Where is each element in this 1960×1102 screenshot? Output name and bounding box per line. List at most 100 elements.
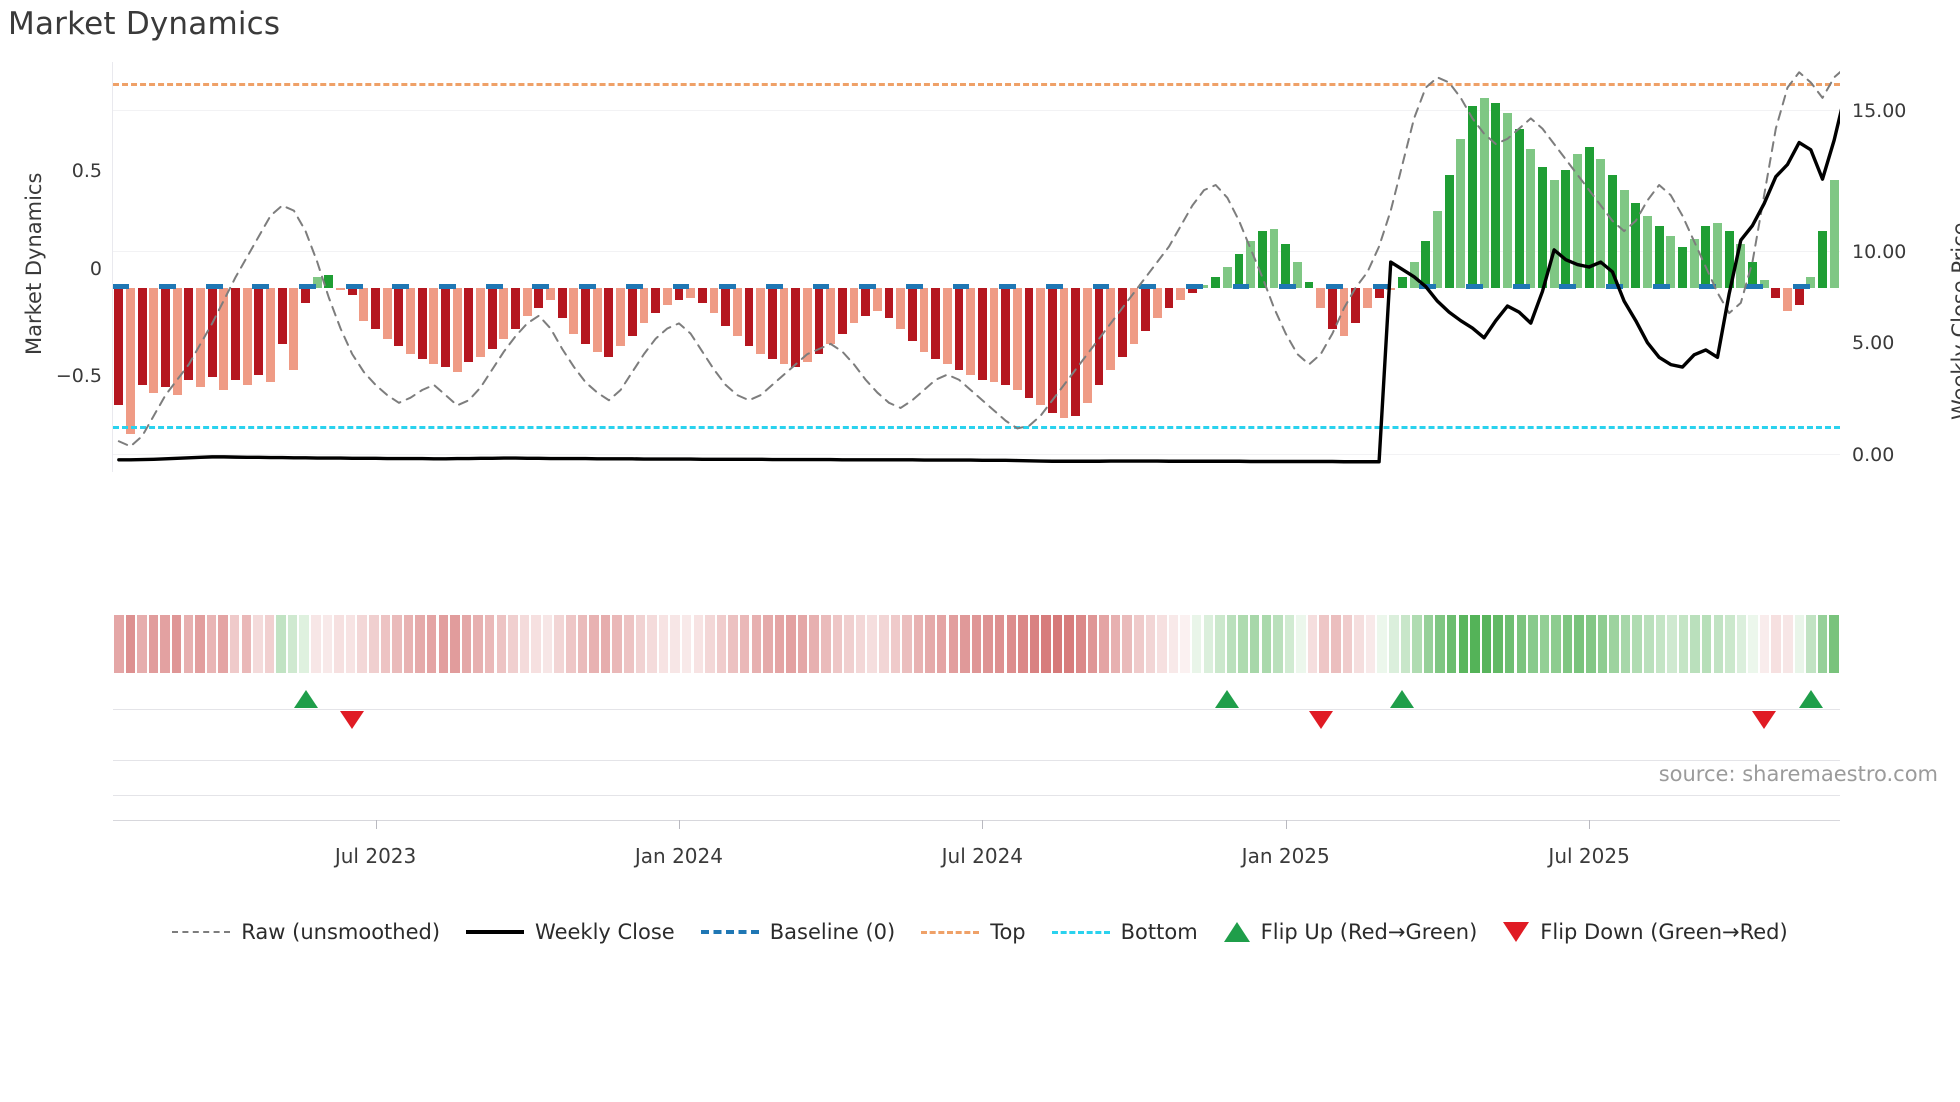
- heatmap-cell: [1354, 615, 1364, 673]
- bar: [1339, 287, 1349, 337]
- heatmap-cell: [1597, 615, 1608, 673]
- heatmap-cell: [612, 615, 622, 673]
- heatmap-cell: [693, 615, 704, 673]
- bar: [791, 287, 801, 367]
- heatmap-cell: [1562, 615, 1573, 673]
- heatmap-cell: [253, 615, 263, 673]
- bar: [744, 287, 754, 347]
- heatmap-cell: [948, 615, 959, 673]
- bar: [476, 287, 485, 357]
- bar: [1608, 174, 1617, 288]
- heatmap-cell: [1794, 615, 1805, 673]
- bar: [172, 287, 182, 396]
- bar: [1316, 287, 1326, 308]
- heatmap-cell: [913, 615, 924, 673]
- bar: [534, 287, 544, 308]
- heatmap-cell: [1191, 615, 1202, 673]
- bar: [732, 287, 742, 337]
- bar: [1304, 282, 1314, 288]
- baseline-tick: [159, 283, 176, 289]
- bar: [1094, 287, 1104, 385]
- heatmap-cell: [844, 615, 854, 673]
- legend-item-2[interactable]: Baseline (0): [700, 920, 895, 944]
- heatmap-cell: [635, 615, 646, 673]
- legend-item-1[interactable]: Weekly Close: [466, 920, 675, 944]
- heatmap-cell: [1215, 615, 1225, 673]
- heatmap-cell: [148, 615, 159, 673]
- baseline-tick: [299, 283, 316, 289]
- heatmap-cell: [890, 615, 901, 673]
- heatmap-cell: [1076, 615, 1086, 673]
- heatmap-cell: [1829, 615, 1839, 673]
- bar: [779, 287, 789, 365]
- bar: [1047, 287, 1057, 414]
- bar: [1748, 261, 1757, 288]
- heatmap-cell: [1087, 615, 1098, 673]
- main-plot-area: [113, 62, 1840, 472]
- legend-label: Flip Down (Green→Red): [1540, 920, 1788, 944]
- left-axis-spine: [112, 62, 113, 472]
- baseline-tick: [113, 283, 130, 289]
- bar: [1432, 210, 1442, 288]
- heatmap-cell: [1701, 615, 1712, 673]
- heatmap-cell: [229, 615, 240, 673]
- legend-item-0[interactable]: Raw (unsmoothed): [172, 920, 440, 944]
- heatmap-cell: [902, 615, 912, 673]
- heatmap-cell: [392, 615, 402, 673]
- legend-item-5[interactable]: Flip Up (Red→Green): [1223, 920, 1477, 944]
- legend-label: Raw (unsmoothed): [241, 920, 441, 944]
- legend-item-3[interactable]: Top: [921, 920, 1026, 944]
- x-tick-label: Jul 2023: [334, 844, 417, 868]
- bar: [1631, 202, 1641, 288]
- heatmap-cell: [1690, 615, 1700, 673]
- legend-item-6[interactable]: Flip Down (Green→Red): [1503, 920, 1788, 944]
- heatmap-cell: [1400, 615, 1411, 673]
- bar: [1409, 261, 1419, 288]
- bar: [1012, 287, 1022, 390]
- bar: [1071, 287, 1081, 416]
- bar: [1701, 226, 1711, 288]
- heatmap-cell: [276, 615, 286, 673]
- flip-up-marker-icon: [1215, 690, 1240, 708]
- baseline-tick: [252, 283, 270, 289]
- heatmap-cell: [670, 615, 680, 673]
- bar: [966, 287, 976, 375]
- heatmap-cell: [1180, 615, 1190, 673]
- bar: [1503, 113, 1512, 288]
- baseline-tick: [1652, 283, 1670, 289]
- bar: [1327, 287, 1337, 329]
- heatmap-cell: [426, 615, 437, 673]
- bottom-reference-line: [113, 425, 1840, 429]
- heatmap-cell: [1470, 615, 1480, 673]
- baseline-tick: [719, 283, 737, 289]
- bar: [849, 287, 859, 324]
- legend-item-4[interactable]: Bottom: [1051, 920, 1198, 944]
- heatmap-cell: [1435, 615, 1445, 673]
- bar: [394, 287, 404, 347]
- baseline-tick: [1606, 283, 1623, 289]
- bar: [219, 287, 229, 390]
- dashed-blue-line: [700, 930, 759, 934]
- bar: [1059, 287, 1069, 419]
- baseline-tick: [1512, 283, 1530, 289]
- heatmap-cell: [1771, 615, 1781, 673]
- heatmap-cell: [1018, 615, 1028, 673]
- bar: [1199, 284, 1209, 288]
- heatmap-cell: [867, 615, 877, 673]
- heatmap-cell: [1806, 615, 1816, 673]
- bar: [1514, 128, 1524, 288]
- bar: [417, 287, 427, 360]
- heatmap-cell: [763, 615, 773, 673]
- bar: [371, 287, 380, 329]
- heatmap-cell: [1168, 615, 1179, 673]
- heatmap-cell: [728, 615, 738, 673]
- bar: [1082, 287, 1092, 403]
- bar: [1024, 287, 1034, 398]
- bar: [954, 287, 964, 370]
- flip-up-marker-icon: [1798, 690, 1823, 708]
- bar: [161, 287, 170, 388]
- heatmap-cell: [1504, 615, 1515, 673]
- heatmap-cell: [484, 615, 495, 673]
- bar: [1724, 231, 1734, 288]
- heatmap-cell: [357, 615, 367, 673]
